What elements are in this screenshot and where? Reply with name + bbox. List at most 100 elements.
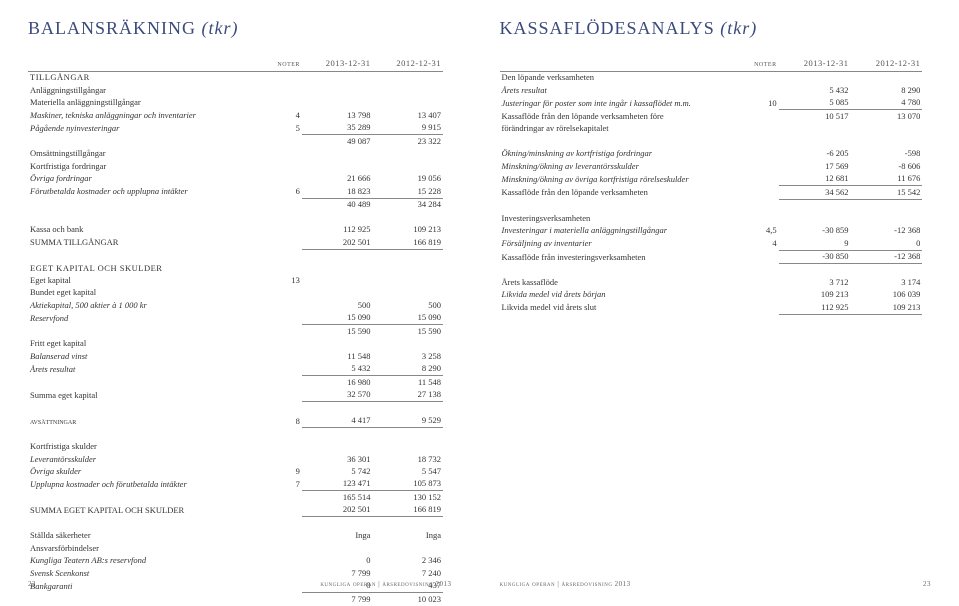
table-row: 40 48934 284 (28, 198, 443, 211)
row-value-y1: 11 548 (302, 350, 373, 362)
row-value-y1: 36 301 (302, 453, 373, 465)
table-row: Ökning/minskning av kortfristiga fordrin… (500, 148, 923, 160)
row-label: Årets kassaflöde (500, 276, 737, 288)
table-row: Eget kapital13 (28, 274, 443, 286)
table-row: Reservfond15 09015 090 (28, 312, 443, 325)
col-header-y2: 2012-12-31 (372, 57, 443, 71)
row-label: Kassaflöde från den löpande verksamheten… (500, 110, 737, 123)
col-header-y2: 2012-12-31 (850, 57, 922, 71)
col-header-y1: 2013-12-31 (779, 57, 851, 71)
table-row (28, 249, 443, 262)
table-row: Årets resultat5 4328 290 (28, 363, 443, 376)
row-value-y2: 109 213 (372, 224, 443, 236)
row-value-y1 (302, 160, 373, 172)
right-footer-text: kungliga operan | årsredovisning 2013 (500, 580, 631, 588)
row-value-y1: 123 471 (302, 478, 373, 491)
row-value-y1: 5 432 (779, 84, 851, 96)
row-note (260, 338, 302, 350)
row-label: Bankgaranti (28, 580, 260, 593)
row-value-y2: 10 023 (372, 593, 443, 606)
row-label: Minskning/ökning av leverantörsskulder (500, 160, 737, 172)
row-value-y1: 5 432 (302, 363, 373, 376)
row-value-y2: 0 (850, 237, 922, 250)
row-value-y2: 27 138 (372, 389, 443, 402)
row-value-y1: 9 (779, 237, 851, 250)
table-row: Övriga fordringar21 66619 056 (28, 173, 443, 185)
table-row: 165 514130 152 (28, 491, 443, 504)
row-note: 6 (260, 185, 302, 198)
row-value-y2: 9 915 (372, 122, 443, 135)
row-value-y2: 105 873 (372, 478, 443, 491)
table-row: SUMMA TILLGÅNGAR202 501166 819 (28, 236, 443, 249)
table-row: Kungliga Teatern AB:s reservfond02 346 (28, 555, 443, 567)
row-value-y2: 4 780 (850, 97, 922, 110)
row-note (736, 212, 778, 224)
row-value-y2: 8 290 (372, 363, 443, 376)
row-note: 9 (260, 466, 302, 478)
row-value-y1: 40 489 (302, 198, 373, 211)
row-note: 5 (260, 122, 302, 135)
row-value-y1: 15 590 (302, 325, 373, 338)
row-value-y1: 165 514 (302, 491, 373, 504)
row-label (28, 491, 260, 504)
row-value-y1: 3 712 (779, 276, 851, 288)
row-note (736, 173, 778, 186)
row-value-y1: 15 090 (302, 312, 373, 325)
row-value-y1: 34 562 (779, 186, 851, 199)
table-row: Anläggningstillgångar (28, 84, 443, 96)
row-note (260, 350, 302, 362)
table-row: Årets resultat5 4328 290 (500, 84, 923, 96)
row-label: Kassaflöde från investeringsverksamheten (500, 250, 737, 263)
row-note (736, 160, 778, 172)
row-value-y2: 15 590 (372, 325, 443, 338)
table-row: SUMMA EGET KAPITAL OCH SKULDER202 501166… (28, 504, 443, 517)
row-note (260, 135, 302, 148)
table-row: Årets kassaflöde3 7123 174 (500, 276, 923, 288)
row-value-y1: 109 213 (779, 289, 851, 301)
row-note (260, 299, 302, 311)
row-value-y2: 130 152 (372, 491, 443, 504)
row-note (260, 389, 302, 402)
row-value-y2: 106 039 (850, 289, 922, 301)
table-row: förändringar av rörelsekapitalet (500, 123, 923, 135)
row-label: Upplupna kostnader och förutbetalda intä… (28, 478, 260, 491)
title-sub: (tkr) (720, 18, 757, 38)
table-row: Minskning/ökning av leverantörsskulder17… (500, 160, 923, 172)
row-note (260, 173, 302, 185)
row-note (736, 123, 778, 135)
col-header-noter: noter (736, 57, 778, 71)
table-row (28, 517, 443, 530)
table-row: Kassaflöde från den löpande verksamheten… (500, 110, 923, 123)
row-label: Ansvarsförbindelser (28, 542, 260, 554)
right-page: KASSAFLÖDESANALYS (tkr) noter 2013-12-31… (480, 0, 959, 594)
table-row: Kassa och bank112 925109 213 (28, 224, 443, 236)
row-label: Pågående nyinvesteringar (28, 122, 260, 135)
table-row (500, 264, 923, 277)
row-value-y2: 2 346 (372, 555, 443, 567)
row-value-y1: -6 205 (779, 148, 851, 160)
right-footer: 23 (911, 580, 931, 588)
table-row: Ställda säkerheterIngaInga (28, 530, 443, 542)
row-value-y2 (372, 148, 443, 160)
row-value-y2: 500 (372, 299, 443, 311)
row-value-y1 (302, 542, 373, 554)
row-note (736, 148, 778, 160)
row-note (260, 504, 302, 517)
row-value-y1 (302, 262, 373, 274)
table-row: 49 08723 322 (28, 135, 443, 148)
row-note (260, 224, 302, 236)
table-row (28, 402, 443, 415)
row-value-y2: 5 547 (372, 466, 443, 478)
table-row: Övriga skulder95 7425 547 (28, 466, 443, 478)
table-row: Kortfristiga skulder (28, 441, 443, 453)
title-main: KASSAFLÖDESANALYS (500, 18, 715, 38)
table-row: avsättningar84 4179 529 (28, 415, 443, 428)
row-value-y1: 12 681 (779, 173, 851, 186)
row-value-y1 (302, 97, 373, 109)
table-row: Bundet eget kapital (28, 287, 443, 299)
row-label: Kungliga Teatern AB:s reservfond (28, 555, 260, 567)
row-label: Investeringar i materiella anläggningsti… (500, 225, 737, 237)
row-label: Fritt eget kapital (28, 338, 260, 350)
left-footer: 22 (28, 580, 48, 588)
row-value-y2 (372, 84, 443, 96)
